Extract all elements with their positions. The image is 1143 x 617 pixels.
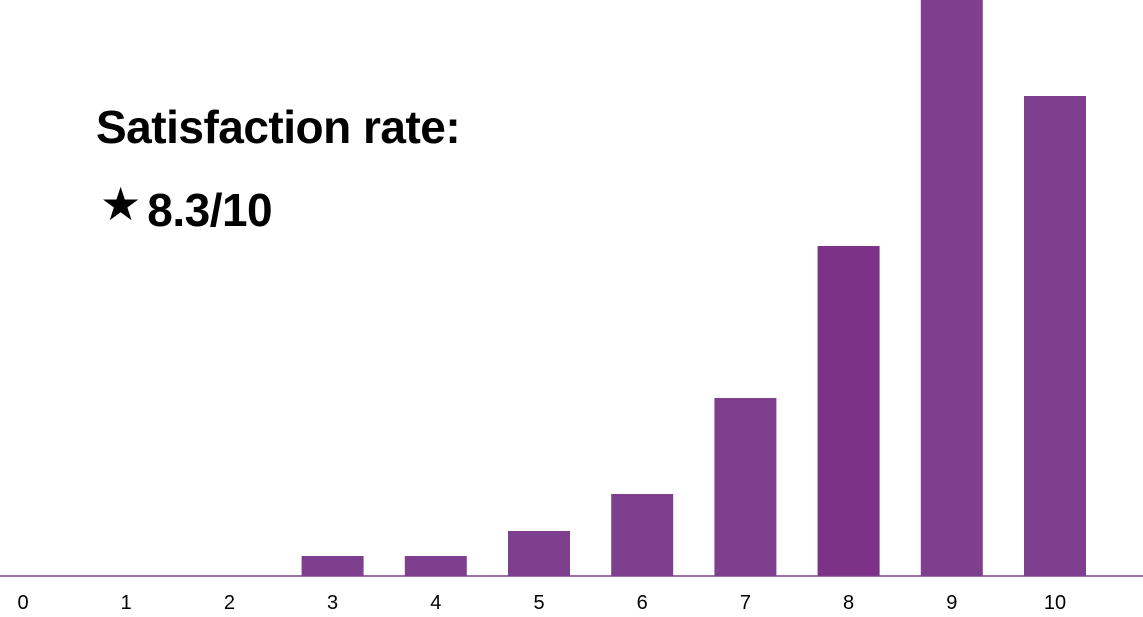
x-tick-label-7: 7 [740,592,751,614]
bar-10 [1024,96,1086,576]
bar-3 [301,556,364,576]
star-icon: ★ [100,177,142,231]
x-tick-label-4: 4 [430,592,441,614]
x-tick-label-2: 2 [224,592,235,614]
x-tick-labels: 0 1 2 3 4 5 6 7 8 9 10 [17,592,1066,614]
bar-8 [817,246,880,576]
x-tick-label-6: 6 [637,592,648,614]
x-tick-label-3: 3 [327,592,338,614]
x-tick-label-5: 5 [533,592,544,614]
rating-display: ★ 8.3/10 [100,177,273,237]
bar-6 [611,494,674,576]
bar-7 [714,398,777,576]
x-tick-label-8: 8 [843,592,854,614]
bar-9 [920,0,983,576]
bar-5 [508,531,570,576]
bars-group [301,0,1086,576]
bar-4 [404,556,467,576]
x-tick-label-0: 0 [17,592,28,614]
x-tick-label-1: 1 [121,592,132,614]
x-tick-label-10: 10 [1044,592,1066,614]
chart-title: Satisfaction rate: [96,101,461,153]
x-tick-label-9: 9 [946,592,957,614]
rating-value: 8.3/10 [147,184,273,236]
